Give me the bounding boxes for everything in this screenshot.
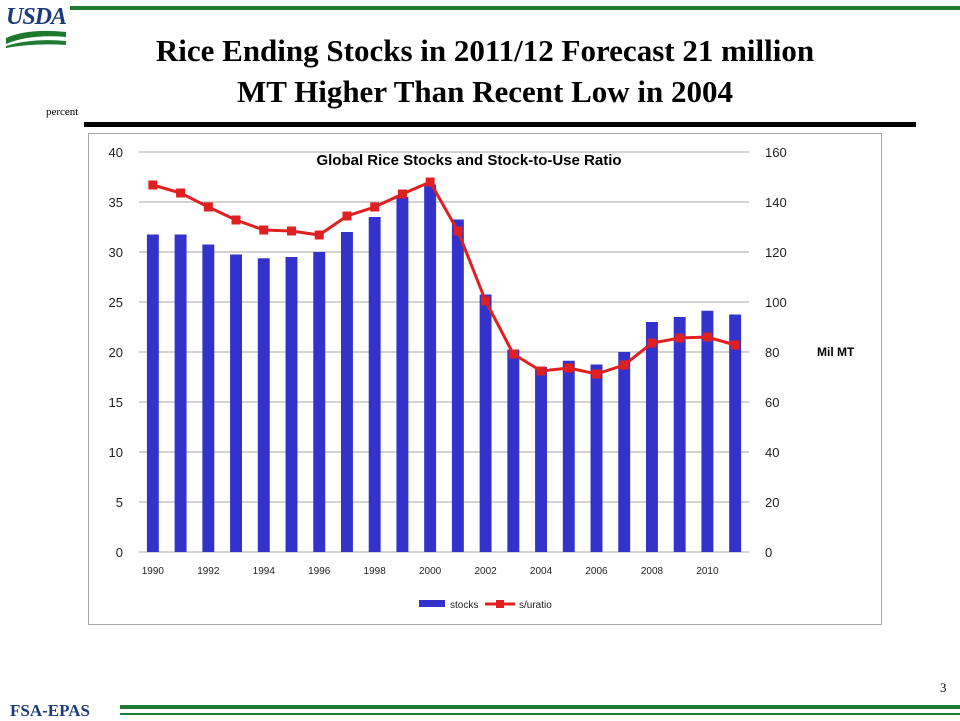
ratio-point <box>231 215 241 225</box>
stocks-bar <box>729 314 742 552</box>
combo-chart: 0 5 10 15 20 25 30 35 40 0 20 40 60 80 100 120 140 160 Mil… <box>109 145 855 611</box>
title-underline <box>84 122 916 127</box>
legend-ratio-marker <box>496 600 504 608</box>
x-axis-tick-label: 2008 <box>641 566 664 577</box>
footer-rule-thick <box>120 705 960 709</box>
stocks-bar <box>202 244 215 552</box>
stocks-bar <box>701 310 714 552</box>
slide-title: Rice Ending Stocks in 2011/12 Forecast 2… <box>70 30 900 112</box>
stocks-bar <box>146 234 159 552</box>
ratio-point <box>425 177 435 187</box>
stocks-bar <box>451 219 464 552</box>
top-green-rule <box>70 6 960 10</box>
stocks-bar <box>313 252 326 552</box>
x-axis-tick-label: 2006 <box>585 566 608 577</box>
right-axis-tick-label: 20 <box>765 495 779 510</box>
stocks-bar <box>230 254 243 552</box>
stocks-bar <box>424 184 437 552</box>
stocks-bar <box>562 360 575 552</box>
right-axis-tick-label: 80 <box>765 345 779 360</box>
right-axis-tick-label: 160 <box>765 145 787 160</box>
stocks-bar <box>590 364 603 552</box>
stocks-bar <box>396 197 409 552</box>
ratio-point <box>508 349 518 359</box>
x-axis-tick-label: 1992 <box>197 566 220 577</box>
x-axis-tick-label: 2004 <box>530 566 553 577</box>
ratio-point <box>675 333 685 343</box>
stocks-bar <box>285 257 298 552</box>
x-axis-tick-label: 2002 <box>474 566 497 577</box>
usda-logo-text: USDA <box>6 4 67 30</box>
stocks-bar <box>257 258 270 552</box>
usda-logo-swoosh <box>6 30 66 48</box>
left-axis-tick-label: 25 <box>109 295 123 310</box>
ratio-line <box>152 180 736 376</box>
ratio-point <box>203 202 213 212</box>
ratio-point <box>342 211 352 221</box>
left-axis-tick-label: 10 <box>109 445 123 460</box>
x-axis-tick-label: 2010 <box>696 566 719 577</box>
legend-stocks-swatch <box>419 600 445 607</box>
ratio-point <box>647 338 657 348</box>
stocks-bar <box>618 352 631 552</box>
stocks-bar <box>368 217 381 552</box>
ratio-point <box>564 363 574 373</box>
right-axis-label: Mil MT <box>817 345 855 359</box>
left-axis-tick-label: 40 <box>109 145 123 160</box>
ratio-point <box>453 226 463 236</box>
usda-logo: USDA <box>4 4 68 48</box>
x-axis-tick-label: 1990 <box>142 566 165 577</box>
x-axis-tick-label: 1994 <box>253 566 276 577</box>
x-axis-tick-label: 2000 <box>419 566 442 577</box>
stocks-bar <box>507 349 520 552</box>
ratio-point <box>592 369 601 379</box>
x-axis-tick-label: 1998 <box>364 566 387 577</box>
stocks-bar <box>479 294 492 552</box>
right-axis-tick-label: 120 <box>765 245 787 260</box>
page-number: 3 <box>940 680 947 695</box>
left-axis-tick-label: 35 <box>109 195 123 210</box>
chart-container: 0 5 10 15 20 25 30 35 40 0 20 40 60 80 100 120 140 160 Mil… <box>88 133 882 625</box>
ratio-point <box>536 366 546 376</box>
right-axis-tick-label: 0 <box>765 545 772 560</box>
left-axis-tick-label: 30 <box>109 245 123 260</box>
x-axis-tick-label: 1996 <box>308 566 331 577</box>
right-axis-tick-label: 60 <box>765 395 779 410</box>
stocks-bar <box>673 317 686 552</box>
ratio-point <box>259 225 269 235</box>
left-axis-tick-label: 15 <box>109 395 123 410</box>
right-axis-tick-label: 40 <box>765 445 779 460</box>
ratio-point <box>370 202 380 212</box>
stocks-bar <box>174 234 187 552</box>
left-axis-tick-label: 0 <box>116 545 123 560</box>
right-axis-tick-label: 100 <box>765 295 787 310</box>
slide-title-line2: MT Higher Than Recent Low in 2004 <box>236 74 734 109</box>
legend-stocks-label: stocks <box>450 600 478 611</box>
footer-rule-thin <box>120 713 960 715</box>
left-axis-unit-label: percent <box>46 106 79 118</box>
slide-title-line1: Rice Ending Stocks in 2011/12 Forecast 2… <box>155 33 815 68</box>
ratio-point <box>397 189 407 199</box>
stocks-bar <box>645 322 658 552</box>
ratio-point <box>730 340 740 350</box>
stocks-bar <box>340 232 353 552</box>
stocks-bar <box>535 367 548 552</box>
ratio-point <box>619 360 629 370</box>
ratio-point <box>148 180 158 190</box>
ratio-point <box>481 296 491 306</box>
legend-ratio-label: s/uratio <box>519 600 552 611</box>
ratio-point <box>287 226 296 236</box>
footer-label: FSA-EPAS <box>10 701 90 720</box>
ratio-point <box>176 188 186 198</box>
chart-title: Global Rice Stocks and Stock-to-Use Rati… <box>316 152 621 169</box>
left-axis-tick-label: 5 <box>116 495 123 510</box>
ratio-point <box>314 230 324 240</box>
ratio-point <box>702 332 712 342</box>
left-axis-tick-label: 20 <box>109 345 123 360</box>
right-axis-tick-label: 140 <box>765 195 787 210</box>
